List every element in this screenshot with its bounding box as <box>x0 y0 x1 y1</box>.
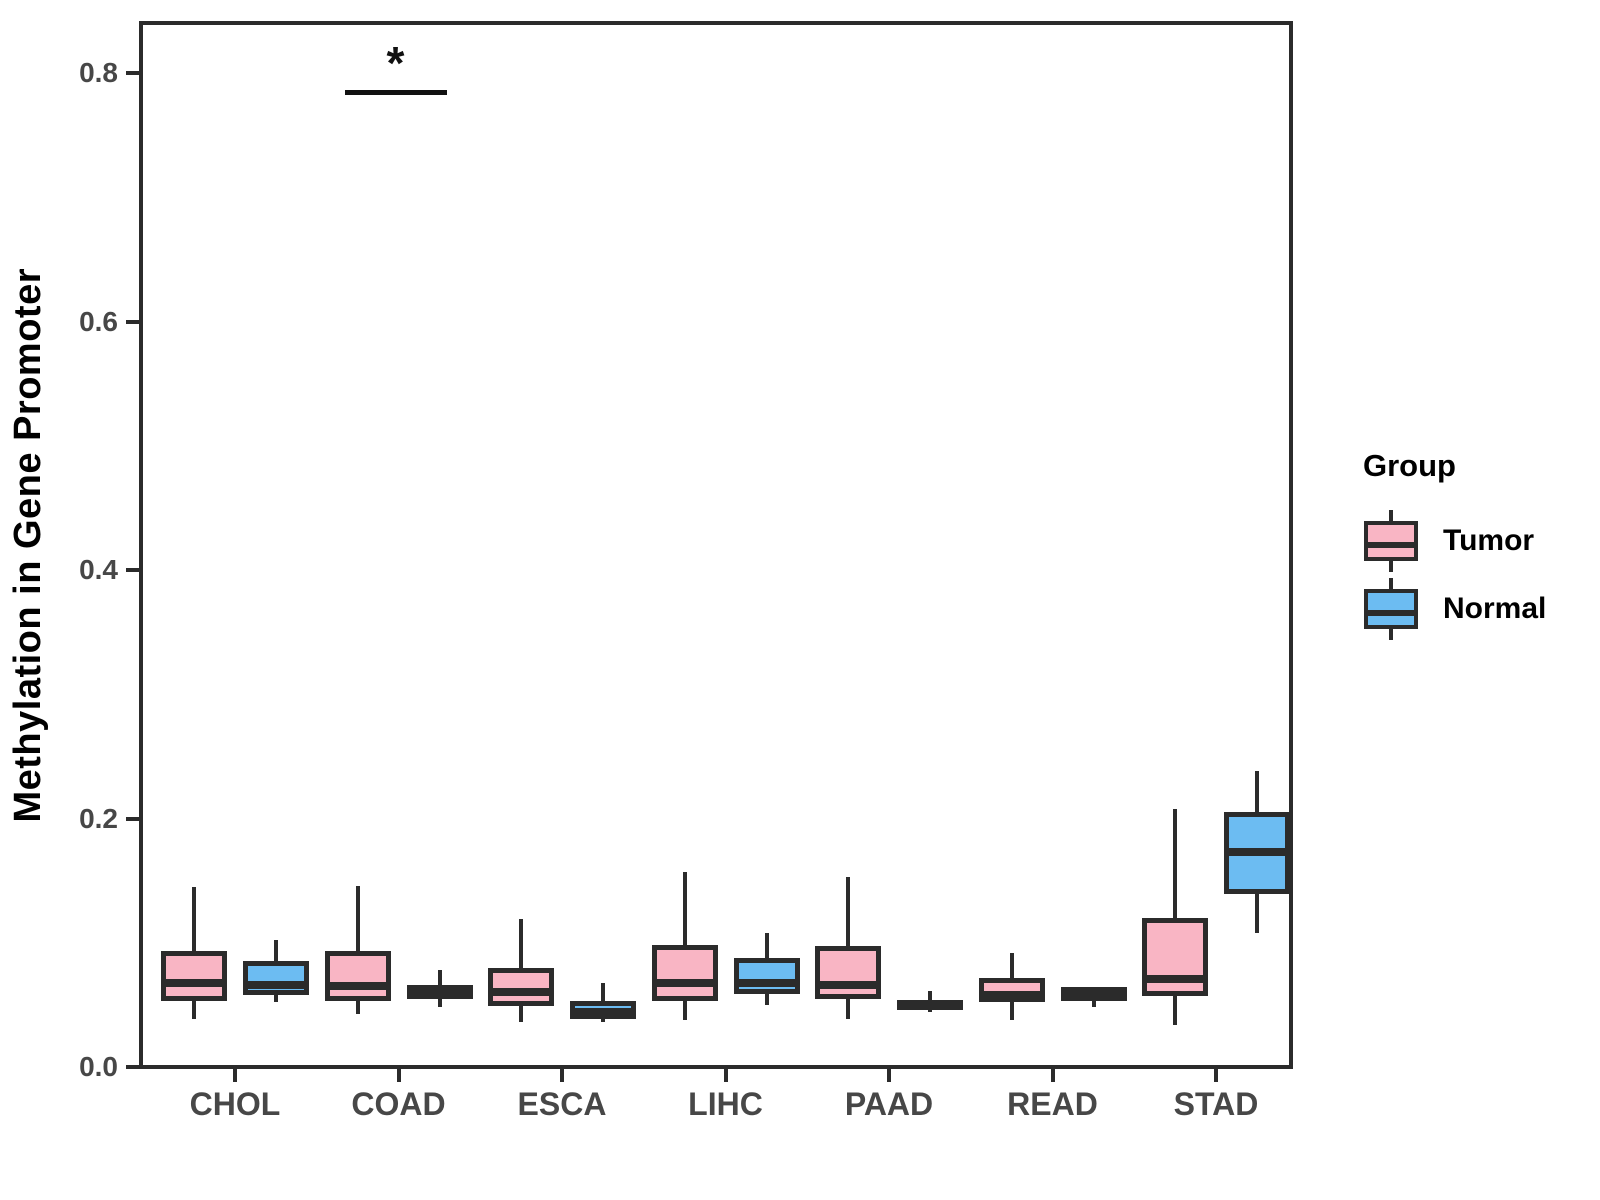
x-axis-tick-label-stad: STAD <box>1173 1086 1259 1122</box>
x-axis-tick-label-esca: ESCA <box>517 1086 607 1122</box>
median-chol-tumor <box>161 978 227 987</box>
x-axis-tick-label-lihc: LIHC <box>688 1086 763 1122</box>
median-read-normal <box>1060 990 1127 999</box>
legend-label-normal: Normal <box>1443 592 1547 625</box>
x-axis-tick <box>396 1069 401 1082</box>
y-axis-tick <box>126 816 139 821</box>
median-paad-tumor <box>815 980 881 989</box>
y-axis-tick <box>126 568 139 572</box>
key-median <box>1364 610 1418 616</box>
x-axis-tick <box>1214 1069 1218 1082</box>
key-box <box>1364 521 1418 561</box>
median-coad-normal <box>406 985 473 994</box>
x-axis-tick <box>887 1069 891 1082</box>
box-coad-tumor <box>324 951 391 1002</box>
whisker-stad-tumor <box>1173 808 1177 1025</box>
box-paad-tumor <box>815 946 881 999</box>
median-read-tumor <box>978 990 1045 999</box>
box-chol-normal <box>243 961 309 995</box>
legend-label-tumor: Tumor <box>1443 524 1535 557</box>
median-paad-normal <box>897 1000 963 1009</box>
box-chol-tumor <box>161 951 227 1002</box>
y-axis-tick-label: 0.4 <box>79 554 118 585</box>
median-esca-tumor <box>488 988 554 997</box>
legend-title: Group <box>1363 448 1456 483</box>
median-lihc-tumor <box>651 978 718 987</box>
y-axis-tick <box>126 319 139 324</box>
whisker-coad-tumor <box>355 885 360 1014</box>
normal-boxplot-key-icon <box>1363 578 1419 640</box>
box-esca-tumor <box>488 967 554 1007</box>
x-axis-tick-label-paad: PAAD <box>844 1086 934 1122</box>
legend-item-tumor: Tumor <box>1363 510 1546 572</box>
y-axis-tick-label: 0.8 <box>79 57 118 88</box>
key-median <box>1364 542 1418 548</box>
box-lihc-tumor <box>651 945 718 1002</box>
box-stad-tumor <box>1142 917 1208 997</box>
legend-item-normal: Normal <box>1363 578 1546 640</box>
y-axis-title-text: Methylation in Gene Promoter <box>6 267 49 823</box>
y-axis-title: Methylation in Gene Promoter <box>0 21 56 1069</box>
x-axis-tick <box>233 1069 237 1082</box>
significance-bar-coad <box>344 89 447 95</box>
x-axis-tick <box>723 1069 728 1082</box>
x-axis-tick <box>1050 1069 1055 1082</box>
median-coad-tumor <box>324 982 391 991</box>
median-esca-normal <box>570 1008 636 1017</box>
median-stad-normal <box>1224 848 1290 857</box>
x-axis-tick-label-coad: COAD <box>351 1086 446 1122</box>
x-axis-tick <box>560 1069 564 1082</box>
key-box <box>1364 589 1418 629</box>
y-axis-tick <box>126 71 139 75</box>
box-lihc-normal <box>733 957 800 994</box>
y-axis-tick-label: 0.2 <box>79 802 118 834</box>
y-axis-tick-label: 0.6 <box>79 305 118 337</box>
x-axis-tick-label-chol: CHOL <box>189 1086 281 1122</box>
x-axis-tick-label-read: READ <box>1007 1086 1098 1122</box>
median-lihc-normal <box>733 978 800 987</box>
tumor-boxplot-key-icon <box>1363 510 1419 572</box>
plot-panel <box>139 21 1293 1069</box>
y-axis-tick-label: 0.0 <box>79 1051 118 1082</box>
significance-star-coad: * <box>386 36 405 89</box>
median-chol-normal <box>243 980 309 989</box>
median-stad-tumor <box>1142 974 1208 983</box>
legend: Group Tumor Normal <box>1363 448 1546 646</box>
y-axis-tick <box>126 1065 139 1069</box>
